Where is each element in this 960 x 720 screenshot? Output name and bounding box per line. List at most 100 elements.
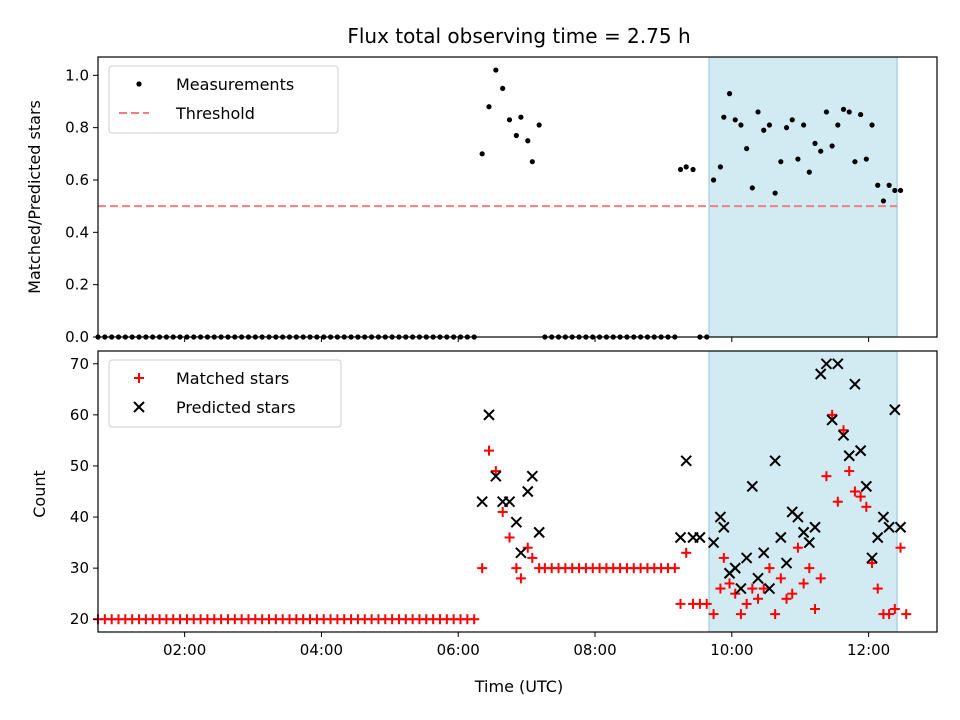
data-point	[861, 501, 872, 512]
data-point	[753, 593, 764, 604]
data-point	[880, 198, 887, 204]
legend-label: Predicted stars	[176, 398, 296, 417]
data-point	[823, 109, 830, 115]
data-point	[889, 604, 900, 615]
data-point	[884, 609, 895, 620]
data-point	[797, 526, 810, 539]
data-point	[746, 480, 759, 493]
data-point	[527, 552, 538, 563]
data-point	[778, 159, 784, 165]
data-point	[860, 480, 873, 493]
data-point	[895, 542, 906, 553]
data-point	[894, 521, 907, 533]
data-point	[769, 455, 781, 467]
data-point	[832, 358, 844, 370]
data-point	[721, 114, 727, 120]
data-point	[815, 368, 827, 380]
data-point	[677, 166, 684, 173]
data-point	[804, 563, 815, 574]
data-point	[849, 486, 860, 497]
data-point	[758, 583, 769, 594]
data-point	[493, 67, 499, 73]
data-point	[792, 511, 804, 523]
x-tick-label: 12:00	[847, 641, 890, 659]
data-point	[803, 536, 816, 549]
data-point	[892, 187, 898, 194]
legend-box	[108, 65, 339, 134]
data-point	[835, 122, 841, 128]
data-point	[726, 91, 733, 97]
data-point	[855, 491, 866, 502]
data-point	[863, 156, 869, 162]
panel-counts: 20 30 40 50 60 70 02:00 04:00 06:00 08:00 10:00 12:…	[70, 350, 938, 659]
data-point	[741, 598, 752, 609]
data-point	[724, 578, 735, 589]
data-point	[701, 598, 712, 609]
data-point	[844, 466, 855, 477]
data-point	[755, 109, 761, 115]
data-point	[901, 609, 912, 620]
data-point	[775, 531, 787, 544]
data-point	[529, 159, 535, 165]
x-tick-label: 10:00	[710, 641, 753, 659]
data-point	[718, 521, 730, 533]
data-point	[732, 117, 738, 123]
data-point	[747, 583, 758, 594]
data-point	[484, 445, 495, 456]
data-point	[795, 156, 801, 162]
data-point	[504, 532, 515, 543]
data-point	[522, 542, 533, 553]
data-point	[525, 138, 531, 144]
data-point	[690, 166, 696, 173]
series-predicted-stars	[476, 358, 907, 595]
data-point	[717, 164, 724, 170]
y-tick-label: 50	[70, 457, 89, 475]
data-point	[490, 470, 502, 482]
y-tick-label: 0.6	[65, 171, 89, 189]
legend-marker	[134, 373, 144, 383]
data-point	[707, 536, 720, 549]
data-point	[740, 552, 753, 564]
y-tick-label: 70	[70, 355, 89, 373]
data-point	[792, 542, 803, 553]
data-point	[730, 588, 741, 599]
y-tick-label: 0.0	[65, 328, 89, 346]
y-tick-label: 40	[70, 508, 89, 526]
data-point	[513, 132, 519, 139]
y-tick-label: 0.4	[65, 223, 89, 241]
data-point	[843, 450, 855, 462]
legend-marker	[136, 81, 142, 87]
data-point	[826, 414, 838, 426]
data-point	[829, 143, 835, 149]
data-point	[780, 557, 793, 569]
data-point	[872, 583, 883, 594]
data-point	[815, 573, 826, 584]
data-point	[675, 598, 686, 609]
data-point	[783, 125, 790, 131]
data-point	[729, 562, 741, 574]
data-point	[849, 378, 861, 390]
data-point	[761, 127, 767, 133]
legend-label: Measurements	[176, 75, 294, 94]
data-point	[477, 563, 488, 574]
legend-label: Matched stars	[176, 369, 289, 388]
data-point	[866, 552, 878, 564]
legend-box	[108, 359, 342, 428]
y-tick-label: 20	[70, 610, 89, 628]
data-point	[503, 496, 516, 508]
shaded-span	[708, 350, 898, 633]
data-point	[715, 583, 726, 594]
data-point	[889, 404, 901, 416]
data-point	[838, 425, 849, 436]
x-tick-label: 06:00	[437, 641, 480, 659]
data-point	[801, 122, 807, 128]
data-point	[897, 187, 904, 194]
data-point	[510, 516, 523, 528]
data-point	[735, 582, 747, 595]
data-point	[875, 182, 881, 188]
data-point	[832, 496, 843, 507]
data-point	[483, 409, 495, 421]
data-point	[490, 466, 501, 477]
data-point	[877, 511, 890, 523]
